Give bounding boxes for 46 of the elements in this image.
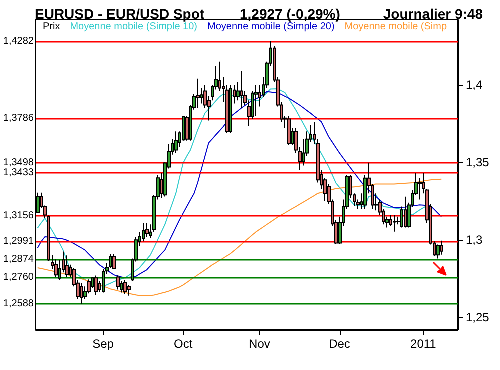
candlestick xyxy=(229,84,232,134)
ref-line-label: 1,2991 xyxy=(3,236,34,247)
chart-subtitle: 1,2927 (-0,29%) xyxy=(240,6,340,22)
text: Moyenne mobile (Simp xyxy=(344,22,448,32)
text: Prix xyxy=(43,22,60,32)
ref-line-label: 1,2588 xyxy=(3,298,34,310)
candlestick xyxy=(94,275,98,296)
candlestick xyxy=(80,283,83,304)
x-tick-label: Dec xyxy=(329,337,350,351)
chart-title: EURUSD - EUR/USD Spot xyxy=(35,6,205,22)
candlestick xyxy=(254,84,258,117)
candlestick xyxy=(142,222,145,242)
candlestick xyxy=(112,254,116,270)
ref-line-label: 1,3433 xyxy=(3,167,34,178)
candlestick xyxy=(47,215,50,262)
x-tick-label: Sep xyxy=(92,337,114,351)
candlestick xyxy=(440,240,443,256)
annotation: Journalier 9:48 xyxy=(383,6,484,22)
candlestick xyxy=(145,222,149,238)
x-tick-label: Oct xyxy=(174,337,194,351)
candlestick xyxy=(196,78,200,109)
y-tick-label: 1,25 xyxy=(466,310,490,325)
y-tick-label: 1,3 xyxy=(466,233,484,248)
ref-line-label: 1,3786 xyxy=(3,112,34,124)
ref-line-label: 1,3156 xyxy=(3,210,34,222)
x-tick-label: Nov xyxy=(249,337,270,351)
candlestick xyxy=(404,196,407,228)
candlestick xyxy=(174,131,178,154)
candlestick xyxy=(127,284,131,296)
x-tick-label: 2011 xyxy=(410,337,437,351)
candlestick xyxy=(123,280,127,295)
ref-line-label: 1,2874 xyxy=(3,254,34,266)
candlestick xyxy=(116,275,120,290)
ref-line-label: 1,3498 xyxy=(3,157,34,168)
text: Moyenne mobile (Simple 10) xyxy=(70,22,198,32)
y-tick-label: 1,35 xyxy=(466,156,490,170)
ref-line-label: 1,2760 xyxy=(3,272,34,283)
ref-line-label: 1,4282 xyxy=(3,36,34,47)
candlestick xyxy=(65,255,69,278)
candlestick xyxy=(240,70,243,109)
candlestick xyxy=(436,244,440,260)
candlestick xyxy=(54,259,58,278)
candlestick xyxy=(393,214,396,232)
text: Moyenne mobile (Simple 20) xyxy=(208,22,335,32)
candlestick xyxy=(287,116,291,146)
y-tick-label: 1,4 xyxy=(466,78,484,92)
